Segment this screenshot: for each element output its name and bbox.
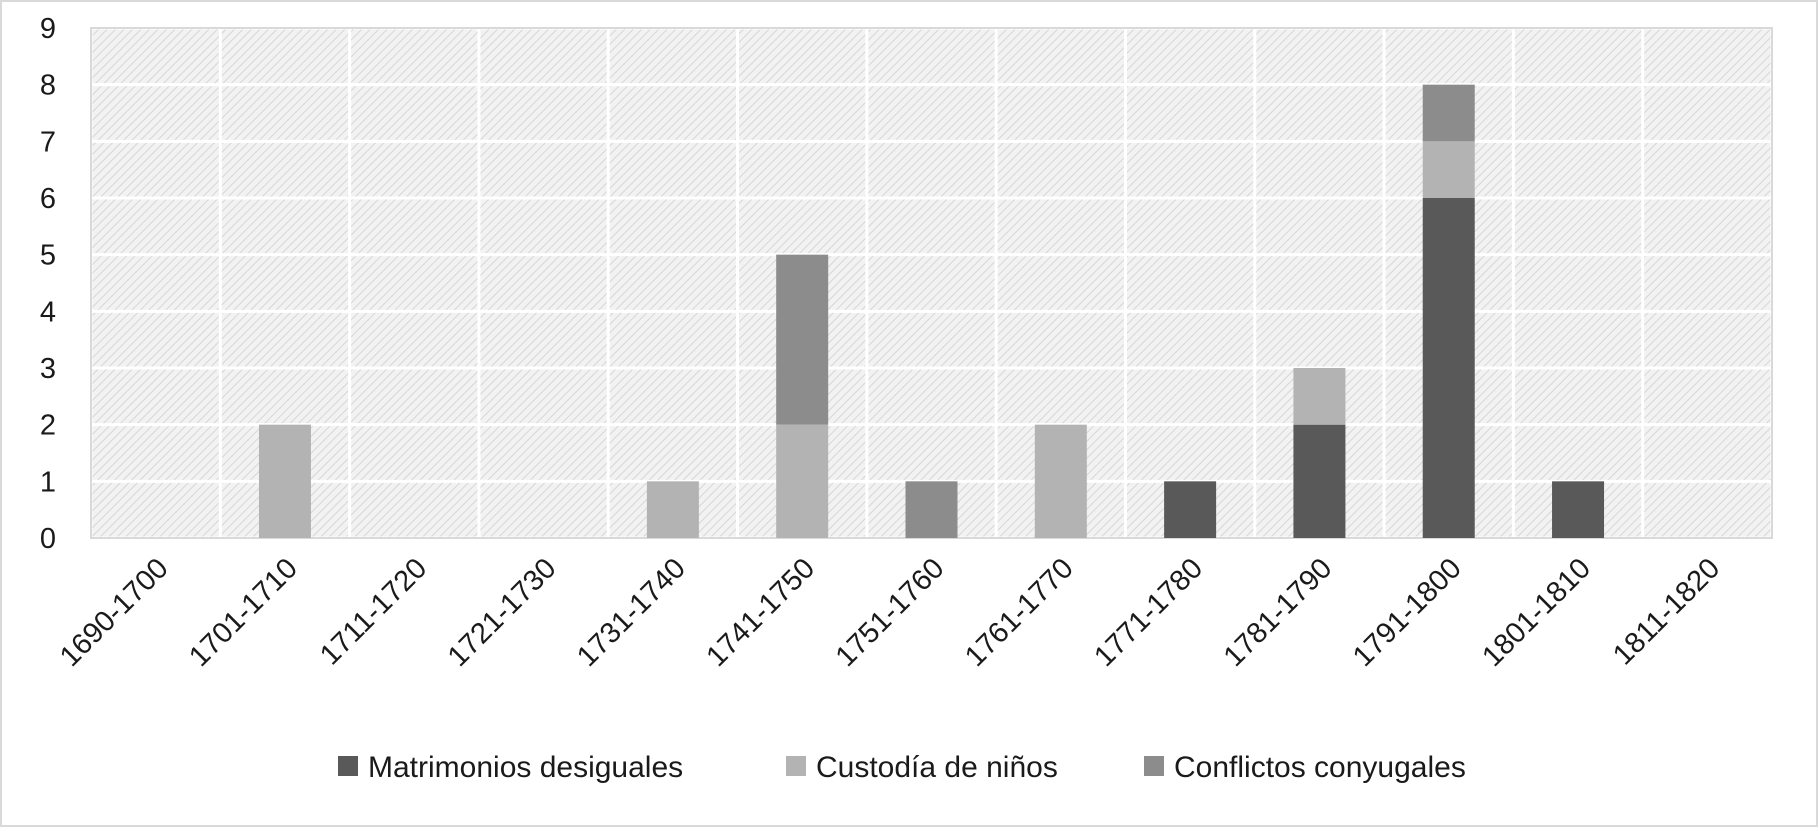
bars xyxy=(258,84,1605,538)
legend: Matrimonios desiguales Custodía de niños C… xyxy=(338,751,1466,784)
legend-label: Conflictos conyugales xyxy=(1174,751,1466,784)
bar-segment xyxy=(1422,141,1475,198)
y-tick-label: 8 xyxy=(40,70,56,102)
x-tick-label: 1801-1810 xyxy=(1476,552,1597,673)
bar-segment xyxy=(1293,424,1346,538)
x-tick-label: 1791-1800 xyxy=(1347,552,1468,673)
bar-segment xyxy=(258,424,311,538)
x-tick-label: 1721-1730 xyxy=(442,552,563,673)
y-tick-label: 7 xyxy=(40,126,56,158)
x-axis-ticks: 1690-1700 1701-1710 1711-1720 1721-1730 1731… xyxy=(54,552,1726,673)
y-tick-label: 2 xyxy=(40,410,56,442)
x-tick-label: 1761-1770 xyxy=(959,552,1080,673)
plot-area xyxy=(91,28,1772,538)
bar-segment xyxy=(776,254,829,425)
legend-swatch xyxy=(786,756,806,776)
x-tick-label: 1811-1820 xyxy=(1607,552,1726,671)
x-tick-label: 1731-1740 xyxy=(571,552,692,673)
bar-segment xyxy=(1552,481,1605,538)
bar-segment xyxy=(1422,84,1475,142)
y-tick-label: 4 xyxy=(40,296,56,328)
y-tick-label: 9 xyxy=(40,13,56,45)
legend-label: Matrimonios desiguales xyxy=(368,751,683,784)
bar-segment xyxy=(1422,198,1475,538)
x-tick-label: 1741-1750 xyxy=(700,552,821,673)
bar-segment xyxy=(776,424,829,538)
y-tick-label: 1 xyxy=(40,466,56,498)
bar-segment xyxy=(1293,368,1346,425)
x-tick-label: 1771-1780 xyxy=(1088,552,1209,673)
gridlines xyxy=(89,26,1774,540)
bar-segment xyxy=(905,481,958,538)
bar-segment xyxy=(1034,424,1087,538)
legend-label: Custodía de niños xyxy=(816,751,1058,784)
y-tick-label: 3 xyxy=(40,353,56,385)
legend-swatch xyxy=(1144,756,1164,776)
x-tick-label: 1711-1720 xyxy=(314,552,433,671)
x-tick-label: 1751-1760 xyxy=(830,552,951,673)
legend-swatch xyxy=(338,756,358,776)
x-tick-label: 1690-1700 xyxy=(54,552,175,673)
x-tick-label: 1781-1790 xyxy=(1218,552,1339,673)
bar-segment xyxy=(1164,481,1217,538)
y-axis-ticks: 0 1 2 3 4 5 6 7 8 9 xyxy=(40,13,56,555)
x-tick-label: 1701-1710 xyxy=(183,552,304,673)
y-tick-label: 5 xyxy=(40,240,56,272)
y-tick-label: 6 xyxy=(40,183,56,215)
y-tick-label: 0 xyxy=(40,523,56,555)
bar-segment xyxy=(646,481,699,538)
